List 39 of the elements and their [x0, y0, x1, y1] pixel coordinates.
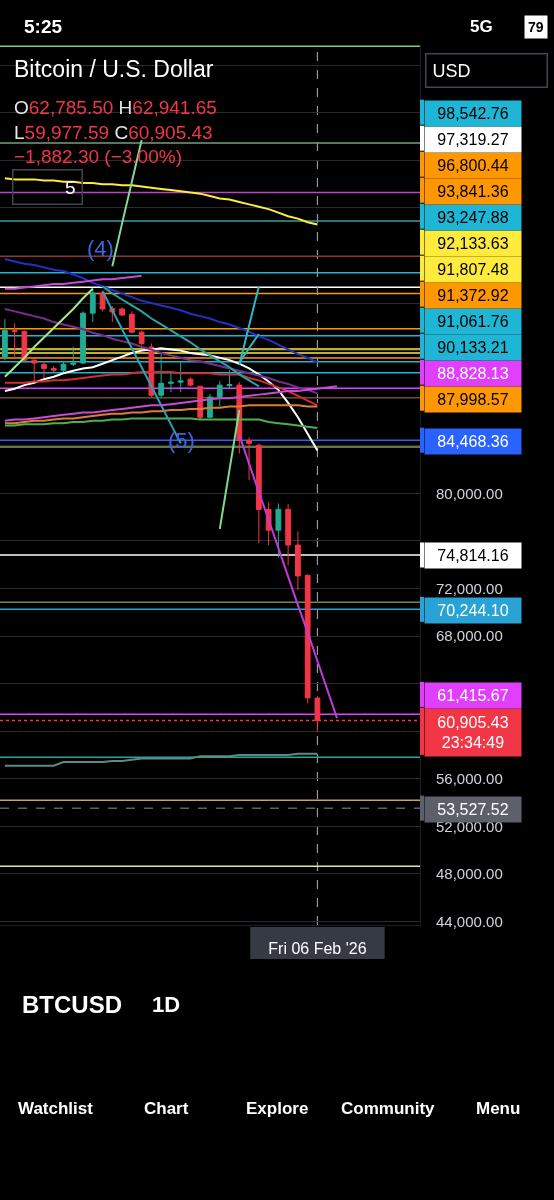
ref-line-label: 84,468.36	[437, 433, 509, 450]
y-tick-label: 80,000.00	[436, 484, 503, 502]
text: Bitcoin / U.S. Dollar	[14, 56, 214, 83]
ref-line-label: 60,905.43 23:34:49	[437, 713, 509, 752]
annotation: (4)	[87, 236, 114, 261]
x-tick-label: Fri 06 Feb '26	[268, 940, 367, 958]
legend-label: 93,841.36	[437, 183, 509, 200]
text: 79	[528, 19, 544, 35]
legend-label: 93,247.88	[437, 209, 509, 226]
text: 5:25	[24, 16, 63, 37]
ref-line-label: 74,814.16	[437, 547, 509, 564]
text: Menu	[476, 1099, 521, 1118]
text: Community	[341, 1099, 436, 1118]
y-tick-label: 68,000.00	[436, 627, 503, 645]
text: Watchlist	[18, 1099, 94, 1118]
legend-label: 97,319.27	[437, 131, 509, 148]
y-tick-label: 48,000.00	[436, 865, 503, 883]
legend-label: 88,828.13	[437, 365, 509, 382]
y-tick-label: 44,000.00	[436, 912, 503, 930]
legend-label: 90,133.21	[437, 339, 509, 356]
ref-line-label: 53,527.52	[437, 801, 509, 818]
text: USD	[432, 60, 471, 81]
legend-label: 91,372.92	[437, 287, 509, 304]
text: Chart	[144, 1099, 189, 1118]
y-tick-label: 72,000.00	[436, 579, 503, 597]
legend-label: 91,061.76	[437, 313, 509, 330]
legend-label: 98,542.76	[437, 105, 509, 122]
text: 5G	[470, 17, 493, 36]
legend-label: 96,800.44	[437, 157, 509, 174]
ref-line-label: 87,998.57	[437, 391, 509, 408]
text: Explore	[246, 1099, 309, 1118]
legend-label: 61,415.67	[437, 687, 509, 704]
ref-line-label: 70,244.10	[437, 602, 509, 619]
legend-label: 92,133.63	[437, 235, 509, 252]
y-tick-label: 52,000.00	[436, 817, 503, 835]
text: BTCUSD	[22, 991, 122, 1018]
legend-label: 91,807.48	[437, 261, 509, 278]
text: 1D	[152, 992, 181, 1017]
y-tick-label: 56,000.00	[436, 769, 503, 787]
